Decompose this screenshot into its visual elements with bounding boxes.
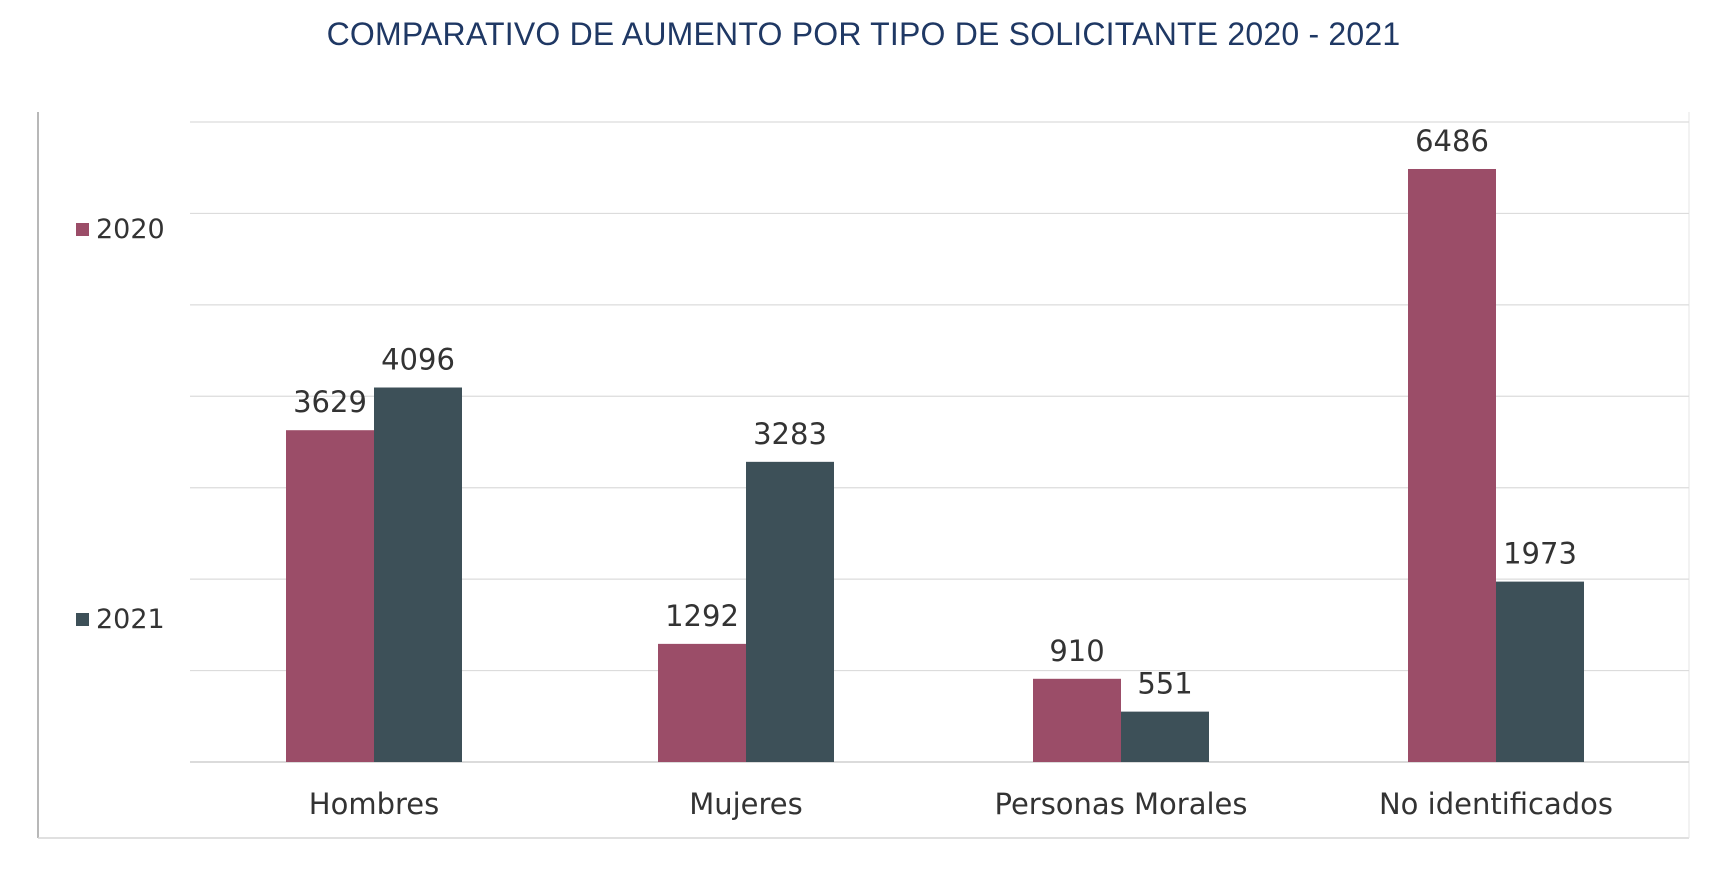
bars (286, 168, 1584, 763)
x-tick-label: Mujeres (689, 787, 803, 821)
data-label: 1973 (1503, 537, 1577, 571)
x-tick-label: Hombres (309, 787, 439, 821)
bar-2021-hombres (374, 387, 462, 762)
x-axis: Hombres Mujeres Personas Morales No identif… (309, 787, 1613, 821)
legend-label-2020: 2020 (96, 214, 165, 245)
chart-title: COMPARATIVO DE AUMENTO POR TIPO DE SOLIC… (326, 16, 1401, 52)
bar-2020-personas-morales (1033, 678, 1121, 762)
data-label: 1292 (665, 599, 739, 633)
data-label: 4096 (381, 343, 455, 377)
x-tick-label: Personas Morales (994, 787, 1247, 821)
legend-swatch-2021 (76, 613, 89, 626)
legend-label-2021: 2021 (96, 604, 165, 635)
bar-2020-no-identificados (1408, 168, 1496, 763)
bar-2021-no-identificados (1496, 581, 1584, 762)
data-label: 3283 (753, 417, 827, 451)
legend-swatch-2020 (76, 223, 89, 236)
bar-2021-mujeres (746, 461, 834, 762)
data-label: 551 (1137, 667, 1192, 701)
data-label: 6486 (1415, 124, 1489, 158)
legend: 2020 2021 (76, 214, 165, 635)
x-tick-label: No identificados (1379, 787, 1613, 821)
data-label: 910 (1049, 634, 1104, 668)
data-labels: 3629 4096 1292 3283 910 551 6486 1973 (293, 124, 1577, 701)
data-label: 3629 (293, 385, 367, 419)
bar-2021-personas-morales (1121, 711, 1209, 762)
bar-2020-hombres (286, 430, 374, 762)
bar-2020-mujeres (658, 643, 746, 762)
